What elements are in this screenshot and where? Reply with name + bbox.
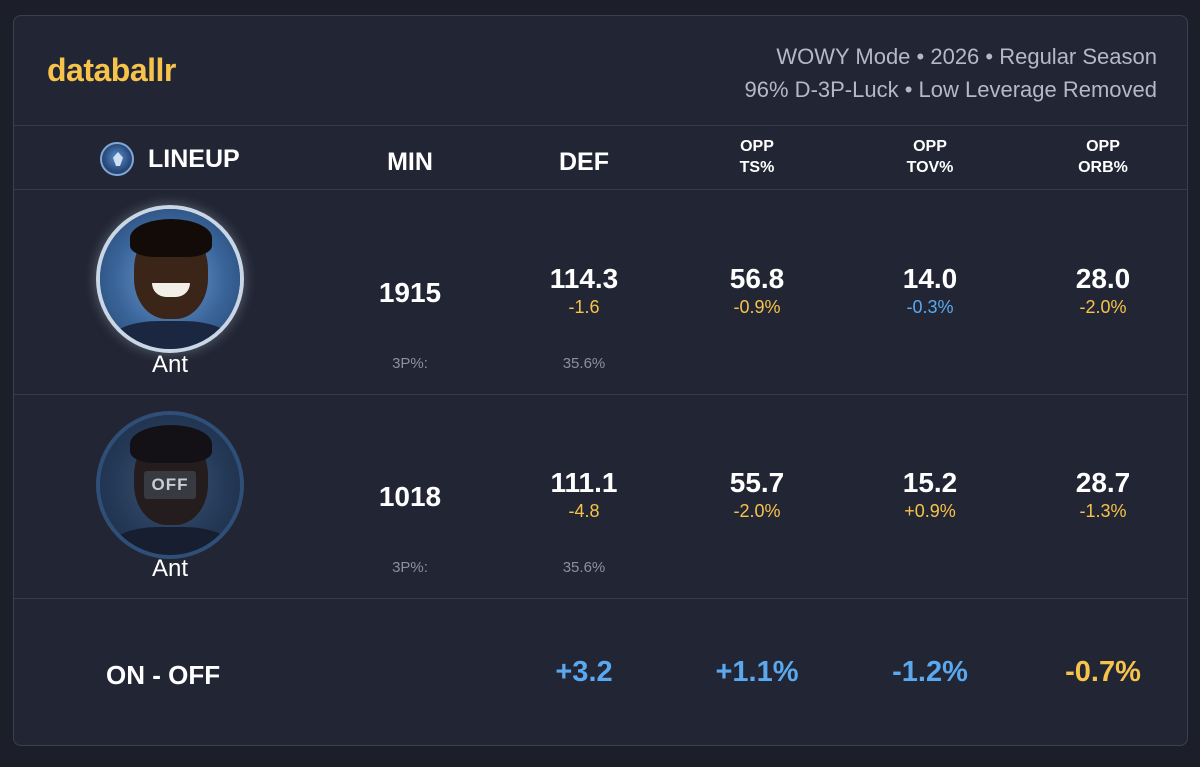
def-diff: +3.2 — [555, 656, 613, 688]
opp-ts-header-line1: OPP — [740, 138, 774, 155]
opp-tov-delta: -0.3% — [906, 297, 954, 317]
def-cell: 114.3 -1.6 — [534, 263, 634, 318]
player-avatar[interactable] — [96, 205, 244, 353]
min-value: 1018 — [378, 481, 442, 512]
opp-tov-cell: 15.2 +0.9% — [880, 467, 980, 522]
opp-orb-delta: -2.0% — [1079, 297, 1127, 317]
avatar-hair — [130, 219, 212, 257]
def-value: 114.3 — [549, 263, 619, 294]
avatar-smile — [152, 283, 190, 297]
table-row: OFF Ant 1018 111.1 -4.8 55.7 -2.0% 15.2 … — [14, 395, 1187, 599]
lineup-header: LINEUP — [100, 142, 240, 176]
opp-orb-header-line1: OPP — [1086, 138, 1120, 155]
opp-ts-delta: -0.9% — [733, 297, 781, 317]
mode-line-1: WOWY Mode • 2026 • Regular Season — [776, 44, 1157, 69]
opp-orb-cell: 28.7 -1.3% — [1053, 467, 1153, 522]
opp-ts-value: 56.8 — [729, 263, 785, 294]
def-value: 111.1 — [550, 467, 618, 498]
column-headers: LINEUP MIN DEF OPP TS% OPP TOV% OPP ORB% — [14, 126, 1187, 190]
opp-tov-header-line2: TOV% — [906, 159, 954, 176]
off-badge: OFF — [144, 471, 196, 499]
three-pt-label: 3P%: — [392, 559, 428, 576]
opp-orb-header-line2: ORB% — [1078, 159, 1128, 176]
opp-ts-header-line2: TS% — [739, 159, 775, 176]
opp-tov-value: 14.0 — [902, 263, 958, 294]
opp-ts-cell: 56.8 -0.9% — [707, 263, 807, 318]
card-header: databallr WOWY Mode • 2026 • Regular Sea… — [14, 16, 1187, 126]
min-header: MIN — [387, 148, 433, 176]
three-pt-value: 35.6% — [562, 559, 606, 576]
def-cell: 111.1 -4.8 — [534, 467, 634, 522]
opp-tov-value: 15.2 — [902, 467, 958, 498]
opp-orb-delta: -1.3% — [1079, 501, 1127, 521]
def-delta: -1.6 — [568, 297, 600, 317]
opp-tov-cell: 14.0 -0.3% — [880, 263, 980, 318]
opp-tov-diff: -1.2% — [892, 656, 968, 688]
lineup-label: LINEUP — [148, 144, 240, 173]
on-off-label: ON - OFF — [106, 660, 221, 690]
opp-ts-diff: +1.1% — [715, 656, 799, 688]
opp-tov-header-line1: OPP — [913, 138, 947, 155]
mode-line-2: 96% D-3P-Luck • Low Leverage Removed — [744, 77, 1157, 102]
player-name: Ant — [151, 555, 189, 582]
opp-orb-value: 28.7 — [1075, 467, 1131, 498]
opp-orb-value: 28.0 — [1075, 263, 1131, 294]
opp-tov-delta: +0.9% — [904, 501, 956, 521]
opp-orb-diff: -0.7% — [1065, 656, 1141, 688]
wowy-card: databallr WOWY Mode • 2026 • Regular Sea… — [13, 15, 1188, 746]
def-delta: -4.8 — [568, 501, 600, 521]
player-avatar-off[interactable]: OFF — [96, 411, 244, 559]
opp-ts-header: OPP TS% — [707, 136, 807, 178]
opp-ts-value: 55.7 — [729, 467, 785, 498]
table-row: Ant 1915 114.3 -1.6 56.8 -0.9% 14.0 -0.3… — [14, 191, 1187, 395]
def-header: DEF — [559, 148, 609, 176]
opp-ts-cell: 55.7 -2.0% — [707, 467, 807, 522]
opp-orb-header: OPP ORB% — [1053, 136, 1153, 178]
opp-orb-cell: 28.0 -2.0% — [1053, 263, 1153, 318]
mode-info: WOWY Mode • 2026 • Regular Season 96% D-… — [745, 40, 1157, 106]
on-off-row: ON - OFF +3.2 +1.1% -1.2% -0.7% — [14, 600, 1187, 745]
three-pt-value: 35.6% — [562, 355, 606, 372]
opp-ts-delta: -2.0% — [733, 501, 781, 521]
three-pt-label: 3P%: — [392, 355, 428, 372]
player-name: Ant — [151, 351, 189, 378]
timberwolves-logo-icon — [100, 142, 134, 176]
avatar-jersey — [114, 321, 228, 349]
min-value: 1915 — [378, 277, 442, 308]
opp-tov-header: OPP TOV% — [880, 136, 980, 178]
brand-logo[interactable]: databallr — [47, 52, 176, 88]
